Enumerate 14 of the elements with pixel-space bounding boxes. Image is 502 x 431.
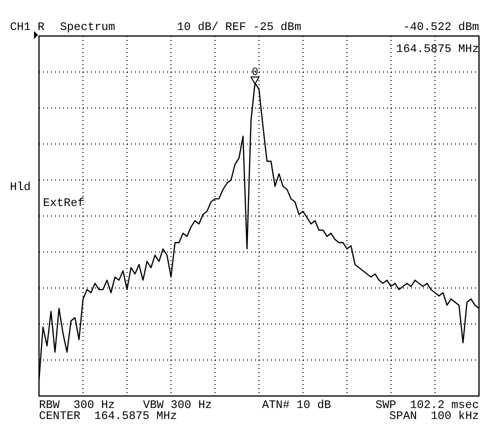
text: RBW 300 Hz xyxy=(39,399,115,412)
text: Hld xyxy=(10,181,31,194)
text: CH1 R xyxy=(10,21,45,34)
annotation: ExtRef xyxy=(43,197,85,210)
text: 164.5875 MHz xyxy=(396,43,479,56)
annotation: 0 xyxy=(252,67,258,79)
text: ATN# 10 dB xyxy=(262,399,332,412)
text: -40.522 dBm xyxy=(403,21,480,34)
text: VBW 300 Hz xyxy=(143,399,212,412)
text: 10 dB/ REF -25 dBm xyxy=(177,21,302,34)
text: SPAN 100 kHz xyxy=(389,410,479,423)
text: CENTER 164.5875 MHz xyxy=(39,410,178,423)
text: Spectrum xyxy=(60,21,116,34)
text: SWP 102.2 msec xyxy=(375,399,480,412)
